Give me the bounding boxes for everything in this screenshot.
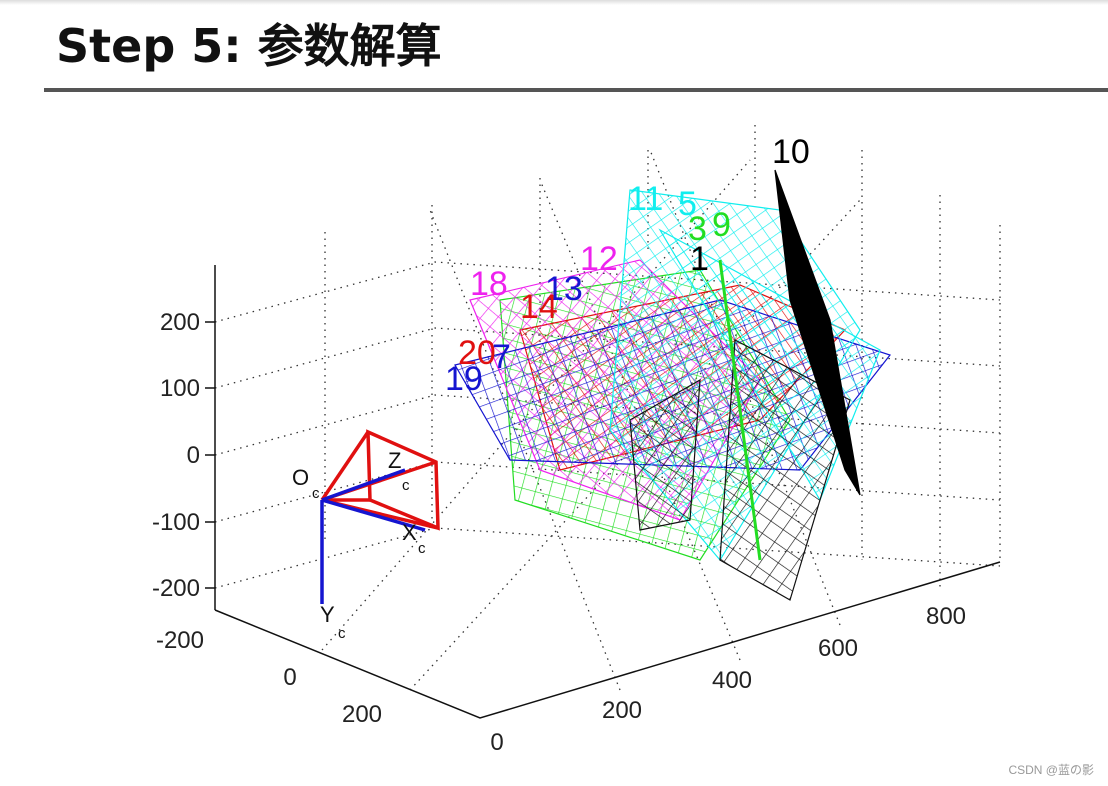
y-tick-label: 0 bbox=[283, 664, 296, 691]
y-tick-label: -200 bbox=[156, 627, 204, 654]
x-tick-label: 600 bbox=[818, 635, 858, 662]
plane-label: 1 bbox=[690, 240, 709, 278]
camera-label-sub: c bbox=[418, 540, 426, 557]
plane-label: 7 bbox=[492, 338, 511, 376]
x-tick-label: 200 bbox=[602, 697, 642, 724]
x-tick-label: 400 bbox=[712, 667, 752, 694]
plane-label: 5 bbox=[678, 185, 697, 223]
camera-labels: O c Z c X c Y c bbox=[292, 448, 426, 642]
calibration-planes bbox=[454, 169, 892, 601]
camera bbox=[320, 429, 440, 604]
y-tick-label: 200 bbox=[342, 701, 382, 728]
plane-label: 11 bbox=[628, 180, 663, 218]
x-tick-label: 800 bbox=[926, 603, 966, 630]
camera-label-sub: c bbox=[338, 625, 346, 642]
top-bar bbox=[0, 0, 1108, 5]
plane-label: 3 bbox=[688, 210, 707, 248]
axes bbox=[205, 265, 1001, 719]
z-tick-label: 0 bbox=[187, 442, 200, 469]
z-tick-label: -200 bbox=[152, 575, 200, 602]
plane-label: 14 bbox=[520, 288, 558, 326]
camera-label: Y bbox=[320, 602, 335, 627]
x-tick-label: 0 bbox=[490, 729, 503, 756]
plane-label: 10 bbox=[772, 133, 810, 171]
plane-label: 18 bbox=[470, 265, 508, 303]
camera-label: Z bbox=[388, 448, 401, 473]
plane-label: 12 bbox=[580, 240, 618, 278]
y-tick-labels: -200 0 200 bbox=[156, 627, 382, 728]
camera-label-sub: c bbox=[402, 477, 410, 494]
camera-label: O bbox=[292, 465, 309, 490]
plane-labels: 10 11 5 3 9 1 12 18 13 14 20 7 19 bbox=[445, 133, 810, 398]
camera-label-sub: c bbox=[312, 485, 320, 502]
title-rule bbox=[44, 88, 1108, 92]
z-tick-label: -100 bbox=[152, 509, 200, 536]
plane-label: 9 bbox=[712, 206, 731, 244]
plane-label: 13 bbox=[545, 270, 583, 308]
z-tick-labels: 200 100 0 -100 -200 bbox=[152, 309, 200, 602]
plane-label: 19 bbox=[445, 360, 483, 398]
z-tick-label: 200 bbox=[160, 309, 200, 336]
plane-label: 20 bbox=[458, 334, 496, 372]
x-tick-labels: 0 200 400 600 800 bbox=[490, 603, 966, 756]
z-tick-label: 100 bbox=[160, 375, 200, 402]
slide-title: Step 5: 参数解算 bbox=[56, 19, 442, 73]
watermark: CSDN @蓝の影 bbox=[1008, 763, 1094, 777]
camera-label: X bbox=[402, 520, 417, 545]
